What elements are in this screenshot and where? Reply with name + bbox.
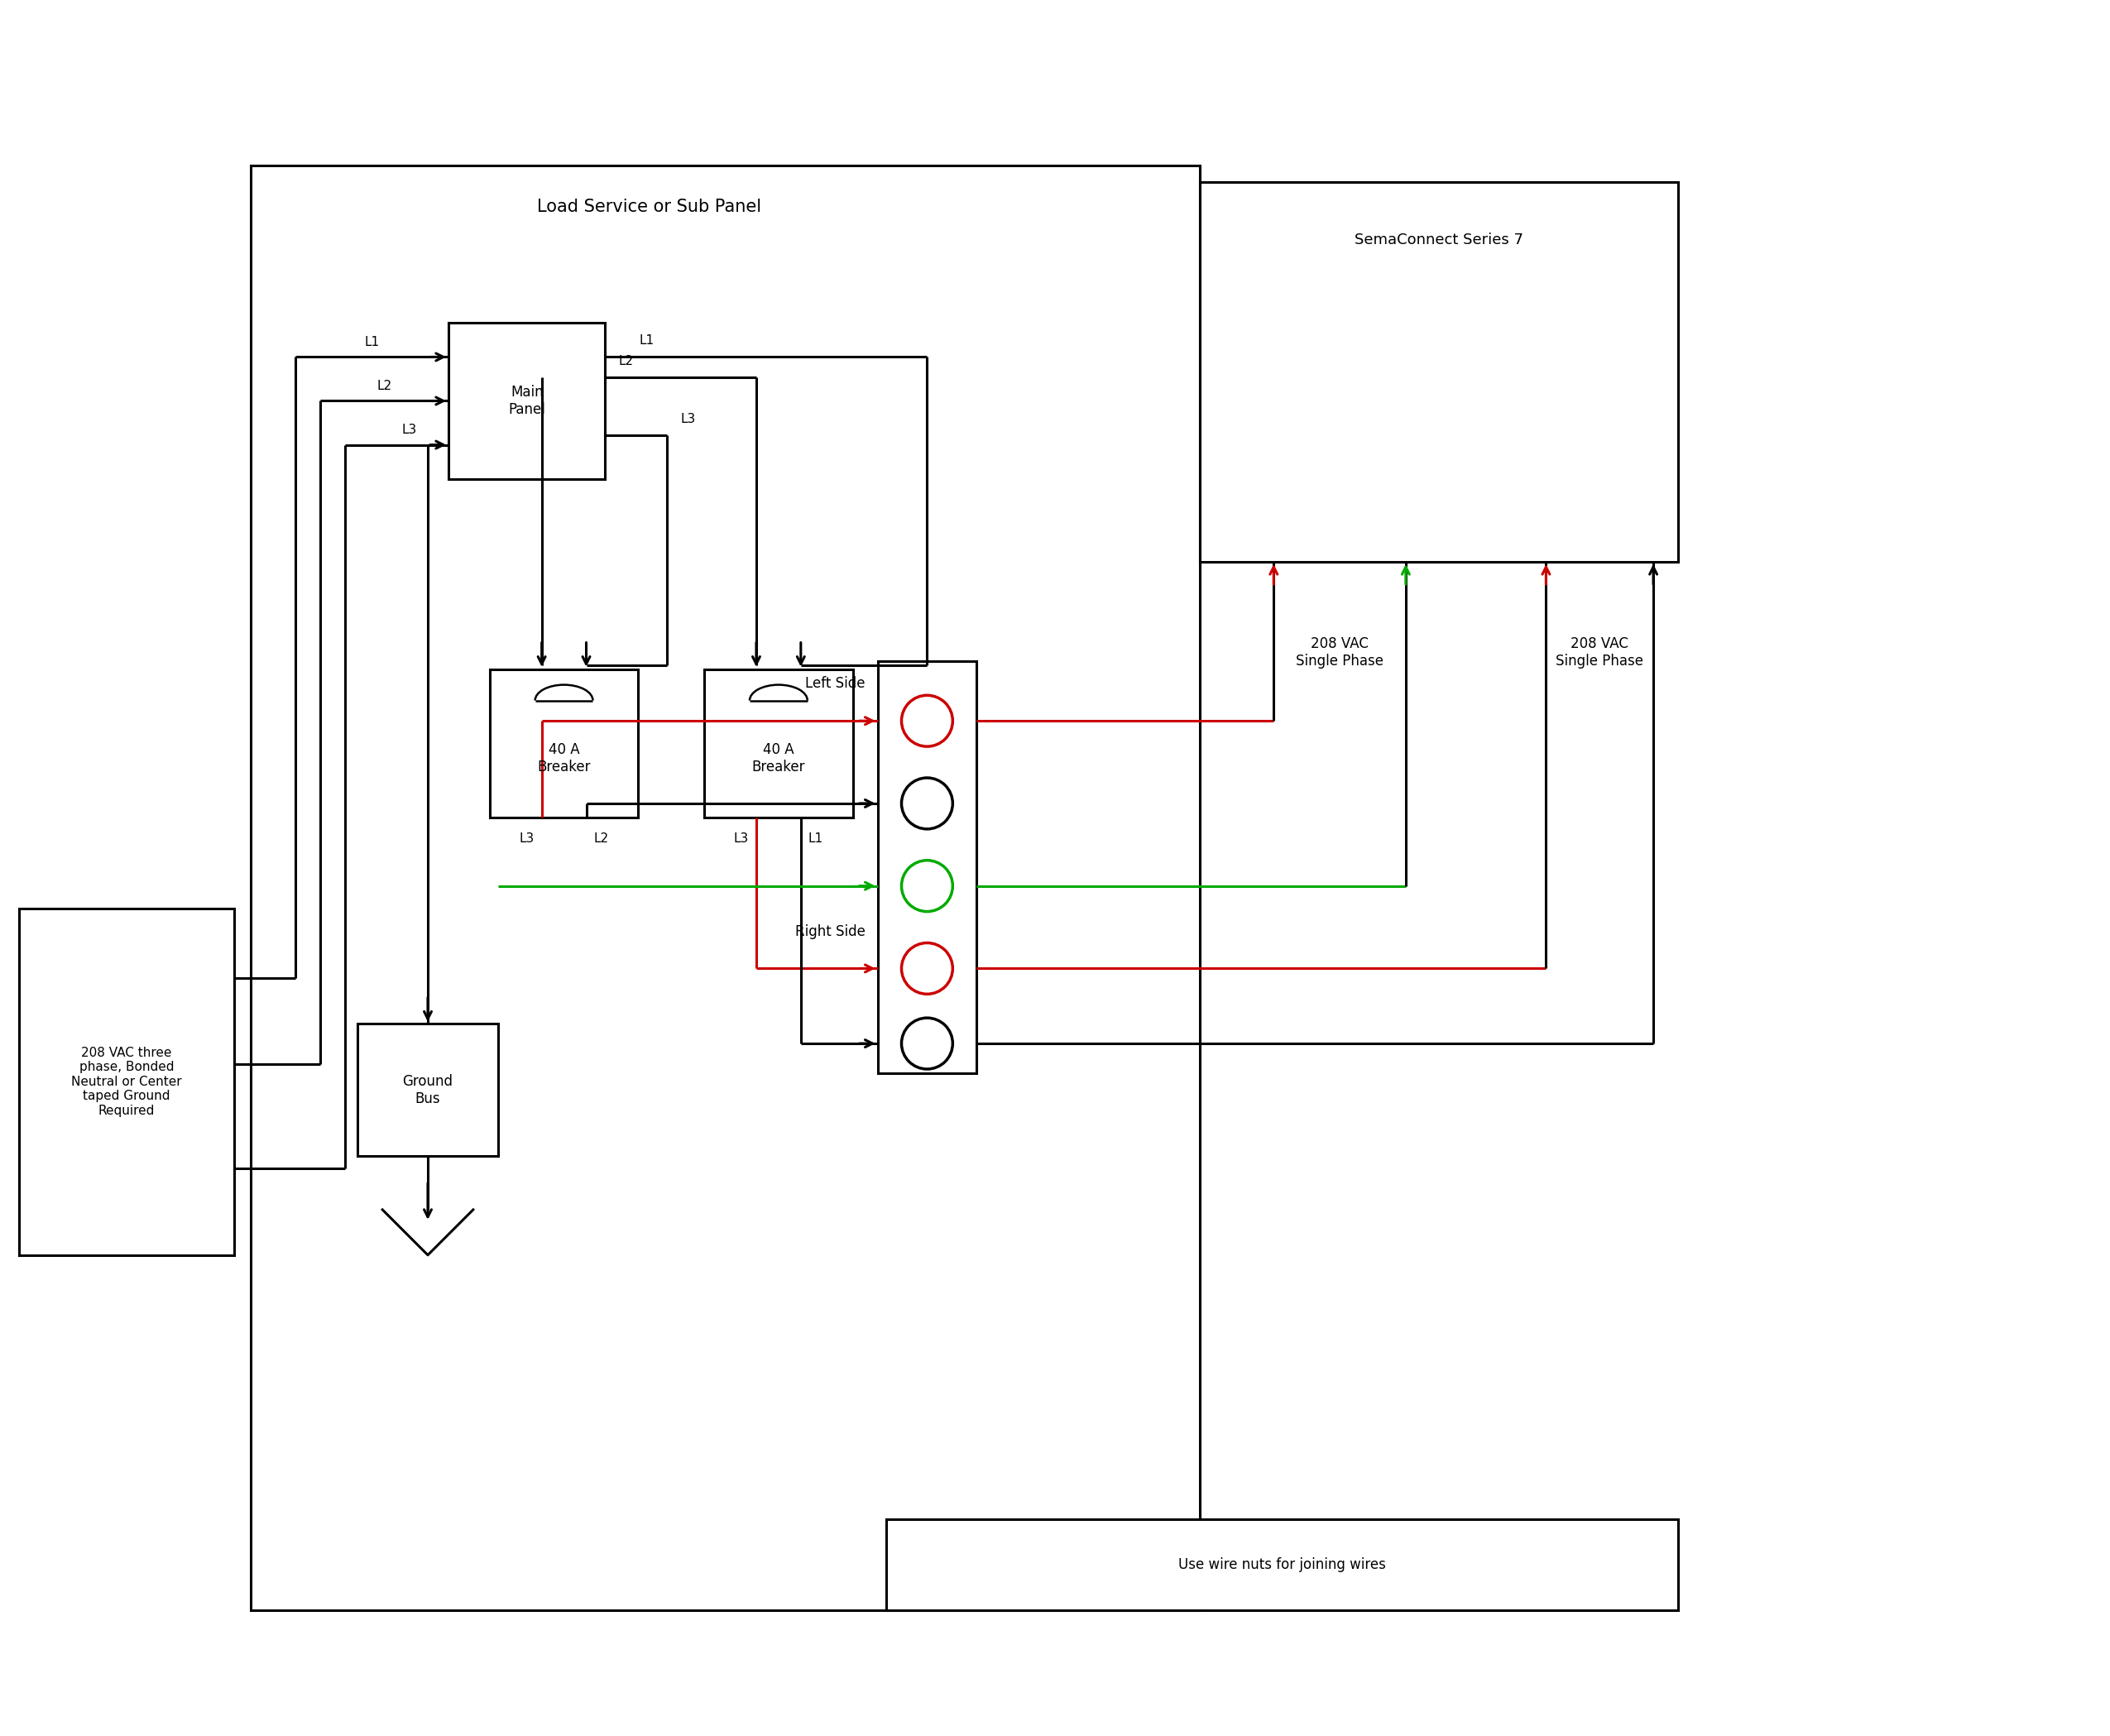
Bar [490, 668, 637, 818]
Bar [251, 165, 1198, 1609]
Text: L2: L2 [593, 832, 608, 844]
Text: 208 VAC three
phase, Bonded
Neutral or Center
taped Ground
Required: 208 VAC three phase, Bonded Neutral or C… [72, 1047, 181, 1116]
Text: L1: L1 [808, 832, 823, 844]
Text: L3: L3 [734, 832, 749, 844]
Text: Ground
Bus: Ground Bus [403, 1075, 454, 1106]
Bar [359, 1024, 498, 1156]
Text: 40 A
Breaker: 40 A Breaker [751, 743, 806, 774]
Text: L3: L3 [679, 413, 696, 425]
Text: Right Side: Right Side [795, 924, 865, 939]
Text: L3: L3 [401, 424, 418, 436]
Bar [19, 908, 234, 1255]
Text: Use wire nuts for joining wires: Use wire nuts for joining wires [1177, 1557, 1386, 1573]
Text: L2: L2 [618, 354, 633, 366]
Bar [1198, 182, 1677, 562]
Bar [705, 668, 852, 818]
Text: L1: L1 [639, 335, 654, 347]
Text: Left Side: Left Side [806, 677, 865, 691]
Text: L2: L2 [378, 380, 392, 392]
Text: L1: L1 [365, 337, 380, 349]
Text: Load Service or Sub Panel: Load Service or Sub Panel [536, 198, 762, 215]
Text: 40 A
Breaker: 40 A Breaker [538, 743, 591, 774]
Text: Main
Panel: Main Panel [509, 385, 544, 417]
Bar [886, 1519, 1677, 1609]
Bar [878, 661, 977, 1073]
Text: 208 VAC
Single Phase: 208 VAC Single Phase [1555, 637, 1644, 668]
Text: L3: L3 [519, 832, 534, 844]
Bar [449, 323, 606, 479]
Text: 208 VAC
Single Phase: 208 VAC Single Phase [1296, 637, 1384, 668]
Text: SemaConnect Series 7: SemaConnect Series 7 [1355, 233, 1523, 248]
